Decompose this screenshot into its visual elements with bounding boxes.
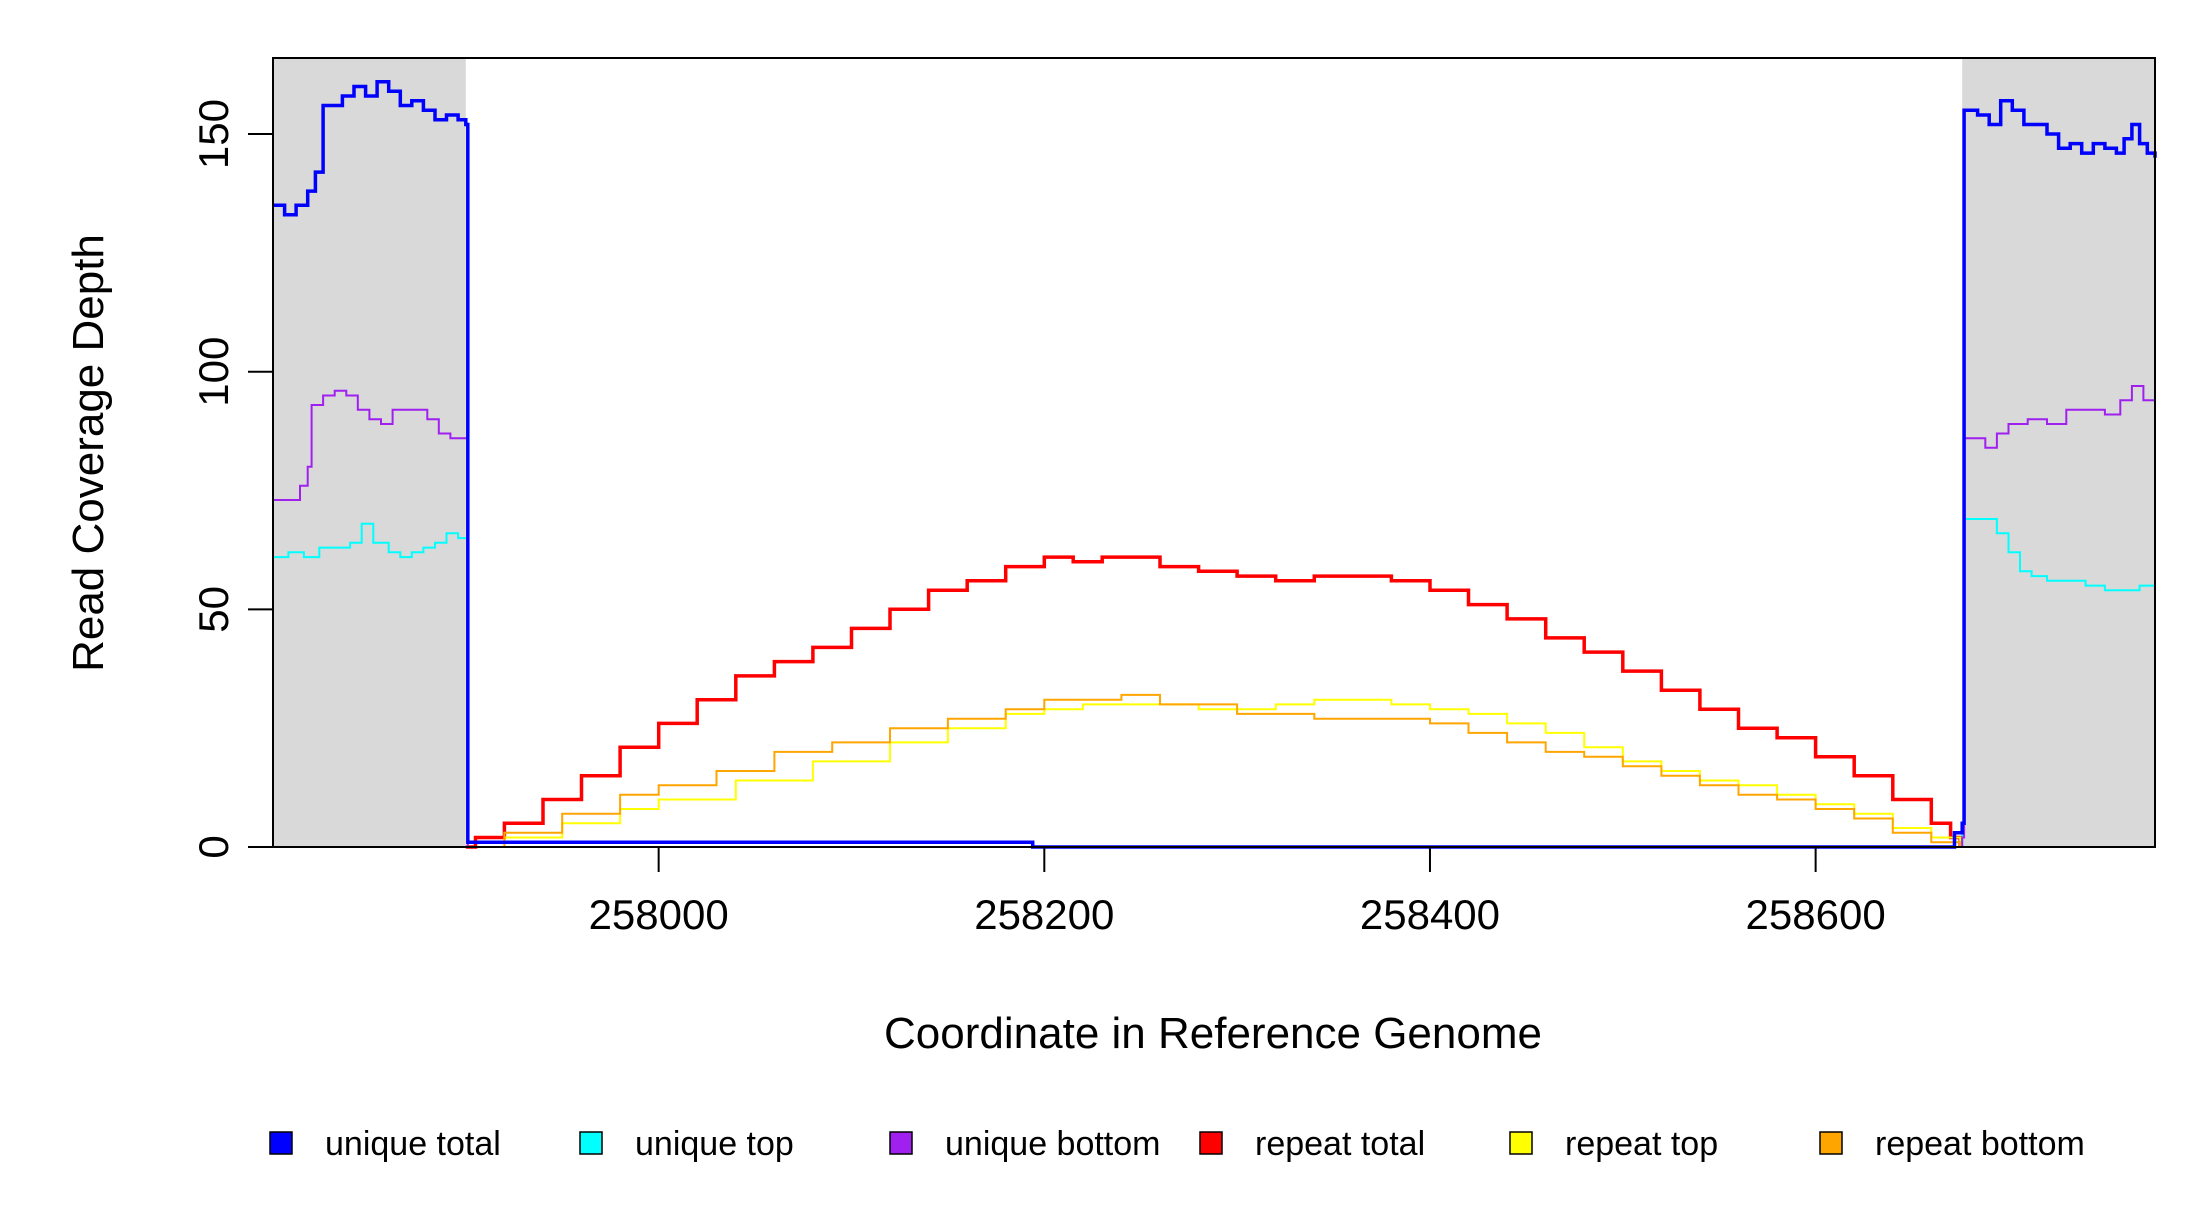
series-line-repeat-total [465, 555, 1962, 849]
legend-label: unique bottom [945, 1125, 1161, 1163]
legend: unique total unique top unique bottom repea… [269, 1125, 2085, 1163]
legend-label: unique top [635, 1125, 794, 1163]
legend-swatch [269, 1131, 293, 1155]
legend-label: repeat bottom [1875, 1125, 2085, 1163]
y-tick-label: 100 [190, 337, 237, 407]
y-tick-label: 0 [190, 835, 237, 858]
series-line-unique-top [273, 518, 2155, 848]
legend-label: repeat top [1565, 1125, 1718, 1163]
shaded-region [273, 58, 466, 847]
series-line-unique-total [273, 80, 2157, 849]
legend-swatch [1199, 1131, 1223, 1155]
legend-swatch [889, 1131, 913, 1155]
legend-swatch [1509, 1131, 1533, 1155]
x-tick-label: 258200 [974, 891, 1114, 938]
x-axis-label: Coordinate in Reference Genome [884, 1009, 1542, 1058]
x-tick-label: 258400 [1360, 891, 1500, 938]
y-axis-label: Read Coverage Depth [64, 234, 113, 672]
series-line-repeat-top [465, 698, 1962, 848]
series-lines [273, 80, 2157, 849]
legend-label: repeat total [1255, 1125, 1425, 1163]
shaded-region [1962, 58, 2155, 847]
x-tick-label: 258000 [589, 891, 729, 938]
x-tick-label: 258600 [1746, 891, 1886, 938]
series-line-repeat-bottom [465, 693, 1962, 848]
y-tick-label: 50 [190, 586, 237, 633]
legend-label: unique total [325, 1125, 501, 1163]
y-tick-label: 150 [190, 99, 237, 169]
series-line-unique-bottom [273, 385, 2156, 848]
plot-frame [272, 57, 2156, 848]
legend-swatch [579, 1131, 603, 1155]
axes: 0 50 100 150 258000 258200 258400 258600 [190, 99, 1886, 938]
legend-swatch [1819, 1131, 1843, 1155]
shaded-regions [273, 58, 2155, 847]
